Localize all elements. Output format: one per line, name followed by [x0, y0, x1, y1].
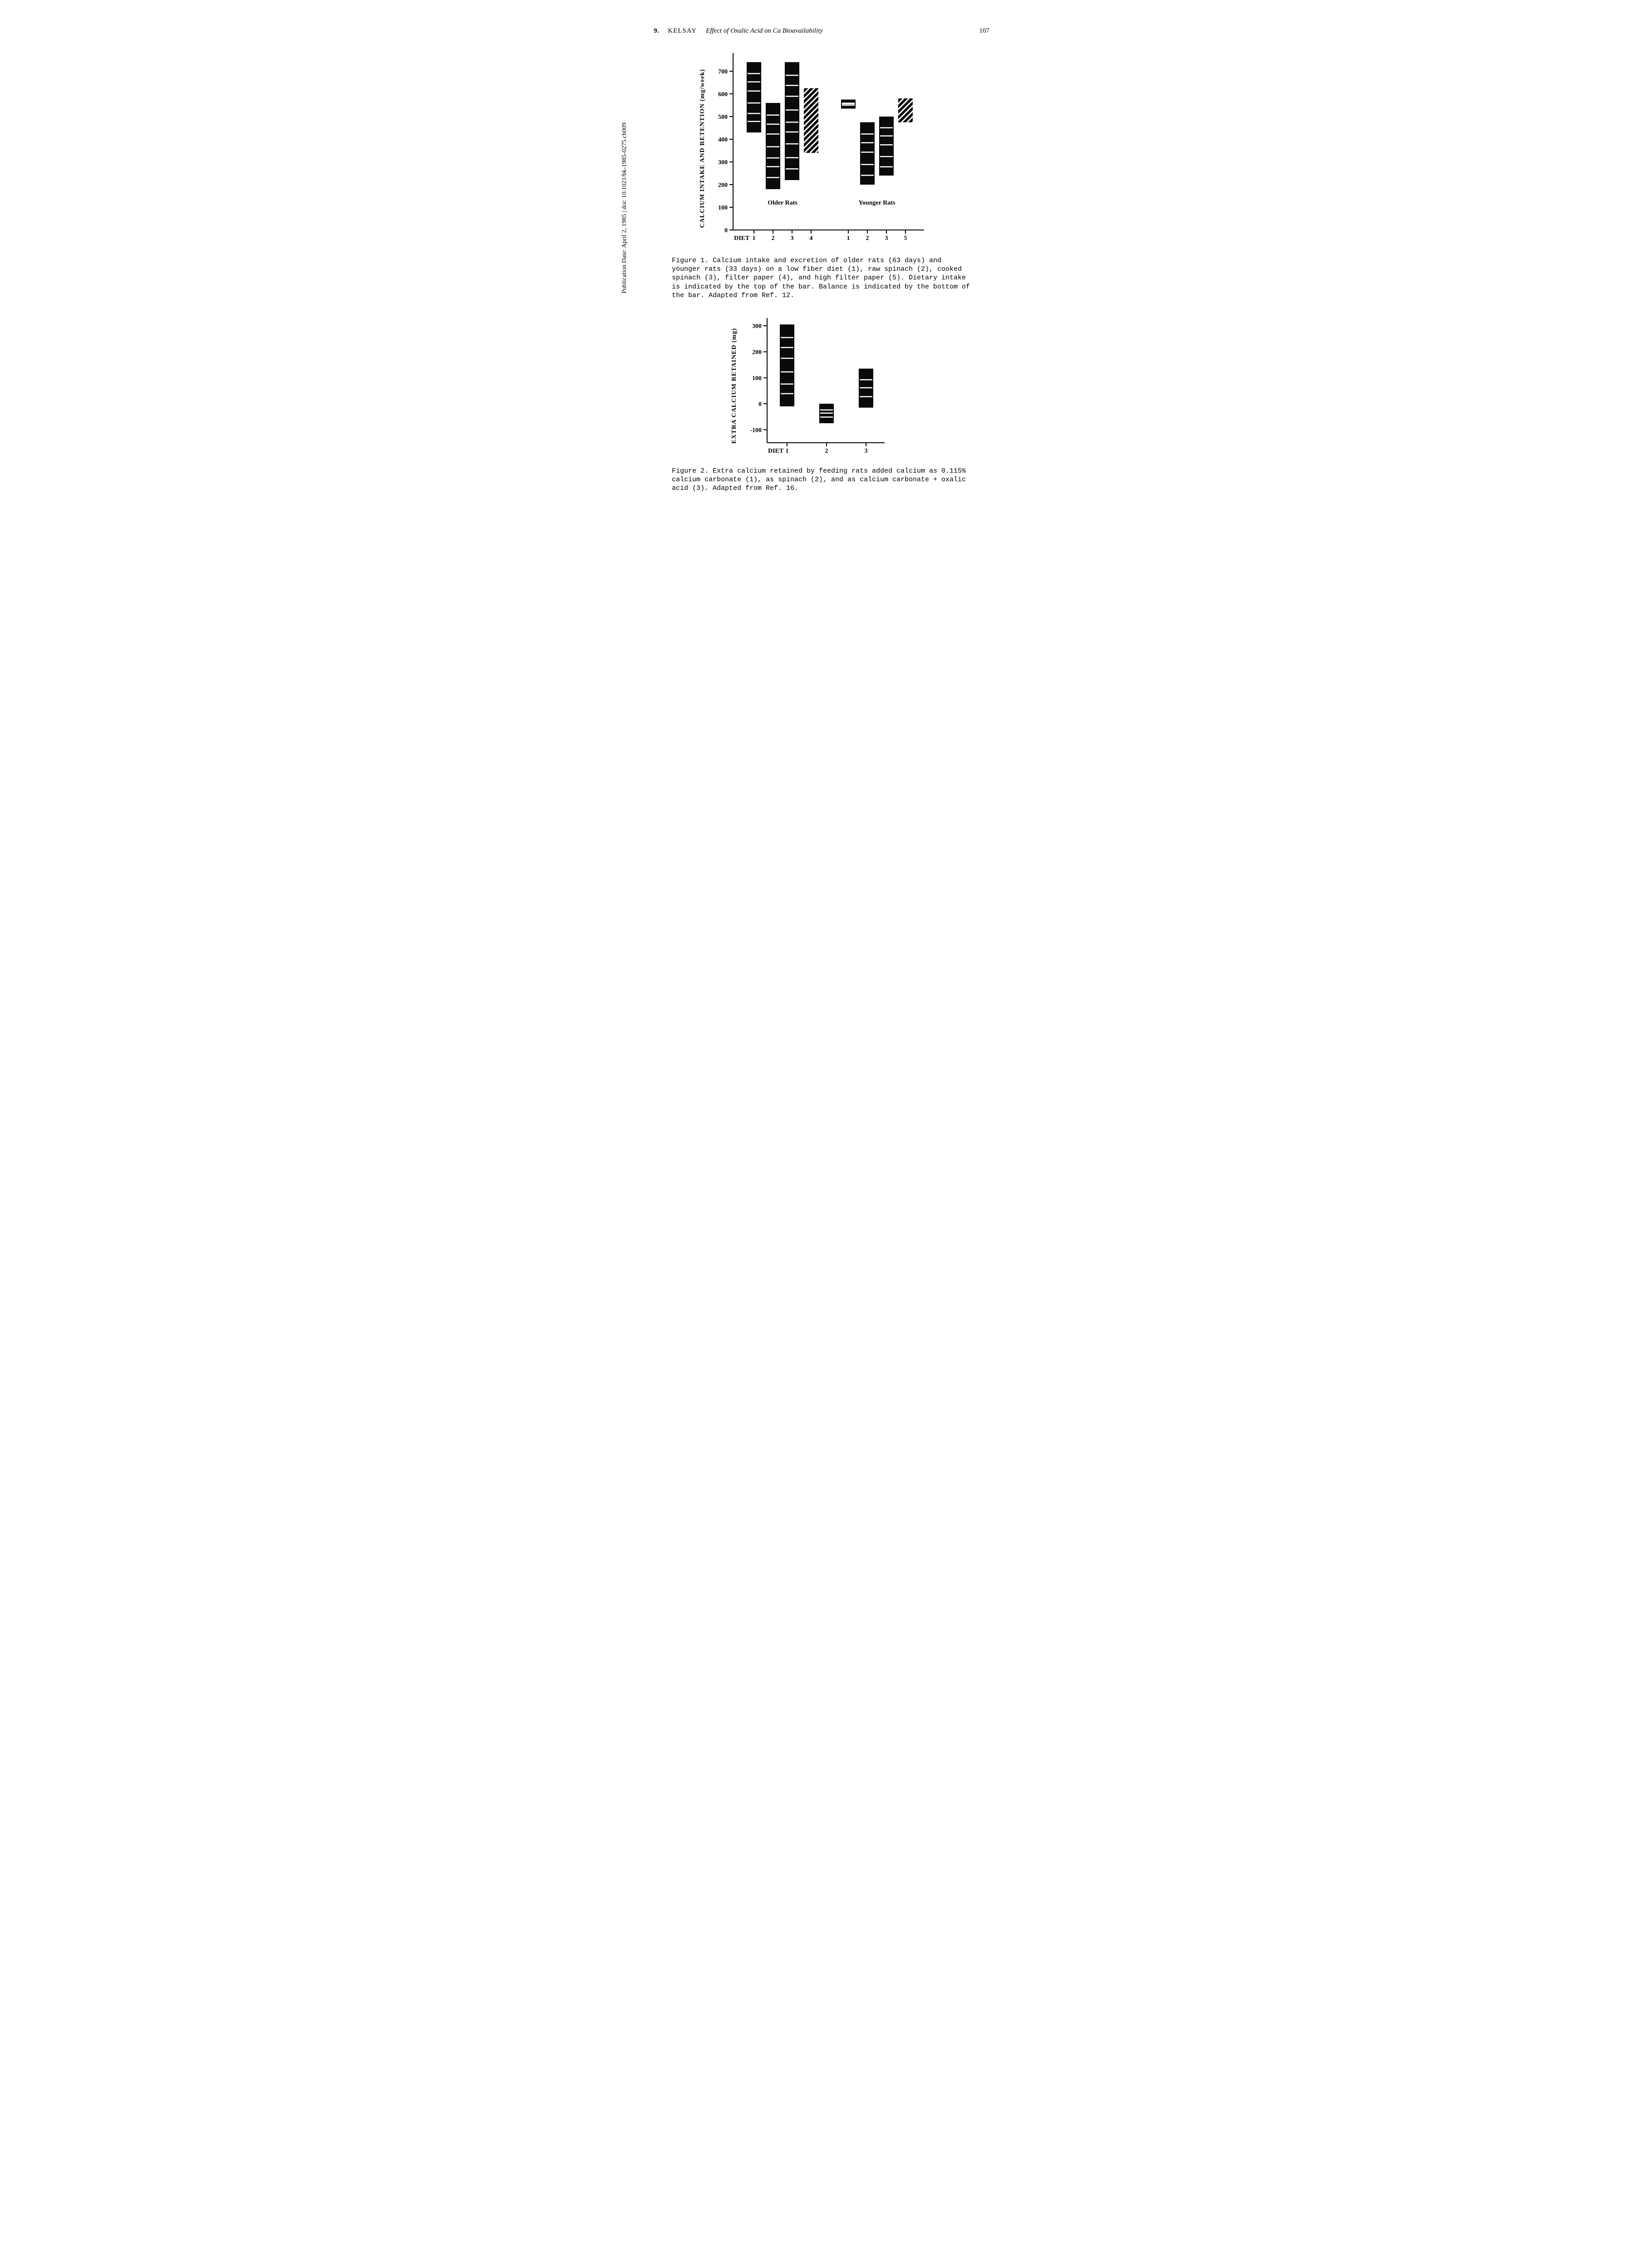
svg-text:300: 300	[752, 323, 762, 330]
svg-text:4: 4	[810, 235, 813, 242]
svg-text:400: 400	[718, 137, 728, 143]
svg-text:Younger Rats: Younger Rats	[858, 200, 895, 206]
svg-text:100: 100	[718, 205, 728, 211]
running-author: KELSAY	[668, 27, 697, 35]
sidebar-citation: Publication Date: April 2, 1985 | doi: 1…	[621, 122, 628, 293]
figure-1-chart: 0 100 200 300 400 500 600 700 1 2 3 4 1 2 3 5 Older Rats…	[708, 49, 944, 248]
svg-text:DIET: DIET	[734, 235, 750, 242]
svg-text:100: 100	[752, 375, 762, 382]
figure-2-chart: -100 0 100 200 300 1 2 3 DIET	[740, 313, 912, 459]
svg-text:700: 700	[718, 68, 728, 75]
svg-text:DIET: DIET	[768, 448, 784, 455]
svg-text:200: 200	[752, 349, 762, 356]
svg-text:2: 2	[772, 235, 775, 242]
running-title: Effect of Oxalic Acid on Ca Bioavailabil…	[706, 27, 970, 35]
figure-2-caption: Figure 2. Extra calcium retained by feed…	[672, 467, 971, 493]
svg-text:600: 600	[718, 91, 728, 98]
figure-2: EXTRA CALCIUM RETAINED (mg) -100 0 100 200 3…	[654, 313, 989, 459]
figure-1: CALCIUM INTAKE AND RETENTION (mg/week) 0…	[654, 49, 989, 248]
svg-text:-100: -100	[750, 427, 762, 434]
svg-text:1: 1	[753, 235, 756, 242]
svg-text:3: 3	[885, 235, 888, 242]
running-head: 9. KELSAY Effect of Oxalic Acid on Ca Bi…	[654, 27, 989, 35]
svg-text:Older Rats: Older Rats	[768, 200, 797, 206]
svg-text:200: 200	[718, 182, 728, 189]
svg-text:0: 0	[758, 401, 762, 408]
svg-text:3: 3	[865, 448, 868, 455]
svg-text:1: 1	[786, 448, 789, 455]
svg-text:3: 3	[791, 235, 794, 242]
page-number: 107	[979, 27, 990, 35]
svg-text:1: 1	[847, 235, 850, 242]
figure-1-ylabel: CALCIUM INTAKE AND RETENTION (mg/week)	[699, 69, 706, 228]
figure-2-ylabel: EXTRA CALCIUM RETAINED (mg)	[731, 328, 738, 444]
svg-text:300: 300	[718, 159, 728, 166]
svg-text:0: 0	[724, 227, 728, 234]
figure-1-caption: Figure 1. Calcium intake and excretion o…	[672, 256, 971, 300]
svg-text:2: 2	[866, 235, 869, 242]
svg-text:2: 2	[825, 448, 828, 455]
chapter-number: 9.	[654, 27, 659, 35]
page: Publication Date: April 2, 1985 | doi: 1…	[613, 0, 1021, 534]
svg-text:500: 500	[718, 114, 728, 121]
svg-text:5: 5	[904, 235, 907, 242]
